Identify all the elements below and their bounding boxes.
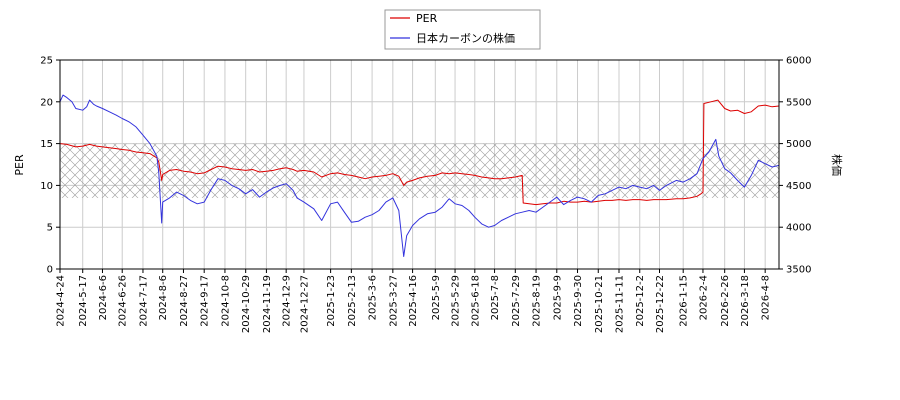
legend: PER 日本カーボンの株価 — [384, 9, 541, 50]
legend-box — [384, 9, 541, 50]
x-tick-label: 2026-4-8 — [761, 275, 772, 320]
x-tick-label: 2025-6-18 — [470, 275, 481, 327]
x-tick-label: 2026-2-26 — [720, 275, 731, 327]
x-tick-label: 2025-9-30 — [573, 275, 584, 327]
series-line-per — [60, 99, 779, 206]
y-tick-label-left: 5 — [47, 223, 53, 234]
x-tick-label: 2025-7-29 — [511, 275, 522, 327]
x-tick-label: 2025-10-21 — [594, 275, 605, 333]
x-tick-label: 2025-1-23 — [326, 275, 337, 327]
y-axis-right: 3500 4000 4500 5000 5500 6000 — [779, 56, 811, 276]
x-tick-label: 2025-7-8 — [490, 275, 501, 320]
x-tick-label: 2026-1-15 — [679, 275, 690, 327]
y-tick-label-right: 5500 — [786, 97, 811, 108]
series-lines — [60, 94, 779, 257]
y-tick-label-left: 0 — [47, 265, 53, 276]
y-tick-label-right: 3500 — [786, 265, 811, 276]
y-axis-title-left: PER — [13, 154, 26, 176]
x-tick-label: 2025-12-2 — [635, 275, 646, 327]
x-tick-label: 2024-10-29 — [241, 275, 252, 333]
x-tick-label: 2024-10-8 — [220, 275, 231, 327]
x-tick-label: 2024-12-27 — [299, 275, 310, 333]
x-tick-label: 2026-2-4 — [698, 275, 709, 320]
x-tick-label: 2024-4-24 — [56, 275, 67, 327]
x-tick-label: 2025-3-27 — [388, 275, 399, 327]
y-tick-label-left: 25 — [40, 56, 53, 67]
x-tick-label: 2025-9-9 — [552, 275, 563, 320]
x-tick-label: 2024-6-6 — [98, 275, 109, 320]
x-tick-label: 2025-4-16 — [408, 275, 419, 327]
x-tick-label: 2024-11-19 — [262, 275, 273, 333]
x-tick-label: 2024-12-9 — [282, 275, 293, 327]
y-tick-label-left: 10 — [40, 181, 53, 192]
x-tick-label: 2024-6-26 — [118, 275, 129, 327]
y-tick-label-right: 6000 — [786, 56, 811, 67]
x-tick-label: 2024-8-27 — [179, 275, 190, 327]
legend-label-price: 日本カーボンの株価 — [416, 31, 515, 45]
x-tick-label: 2024-9-17 — [200, 275, 211, 327]
x-tick-label: 2024-7-17 — [138, 275, 149, 327]
y-axis-title-right: 株価 — [830, 154, 844, 176]
y-tick-label-right: 5000 — [786, 139, 811, 150]
x-tick-label: 2025-5-9 — [431, 275, 442, 320]
plot-frame — [59, 59, 780, 270]
per-range-band — [60, 143, 779, 198]
series-line-price — [60, 94, 779, 257]
x-tick-label: 2025-8-19 — [532, 275, 543, 327]
x-tick-label: 2025-2-13 — [347, 275, 358, 327]
x-tick-label: 2024-5-17 — [78, 275, 89, 327]
x-axis: 2024-4-24 2024-5-17 2024-6-6 2024-6-26 2024-… — [56, 269, 772, 333]
x-tick-label: 2025-11-11 — [615, 275, 626, 333]
x-tick-label: 2025-3-6 — [368, 275, 379, 320]
y-tick-label-right: 4000 — [786, 223, 811, 234]
x-tick-label: 2025-5-29 — [451, 275, 462, 327]
y-tick-label-left: 15 — [40, 139, 53, 150]
y-axis-left: 0 5 10 15 20 25 — [40, 56, 60, 276]
x-tick-label: 2026-3-18 — [740, 275, 751, 327]
x-tick-label: 2025-12-22 — [655, 275, 666, 333]
y-tick-label-right: 4500 — [786, 181, 811, 192]
x-tick-label: 2024-8-6 — [158, 275, 169, 320]
legend-label-per: PER — [416, 12, 438, 25]
y-tick-label-left: 20 — [40, 97, 53, 108]
